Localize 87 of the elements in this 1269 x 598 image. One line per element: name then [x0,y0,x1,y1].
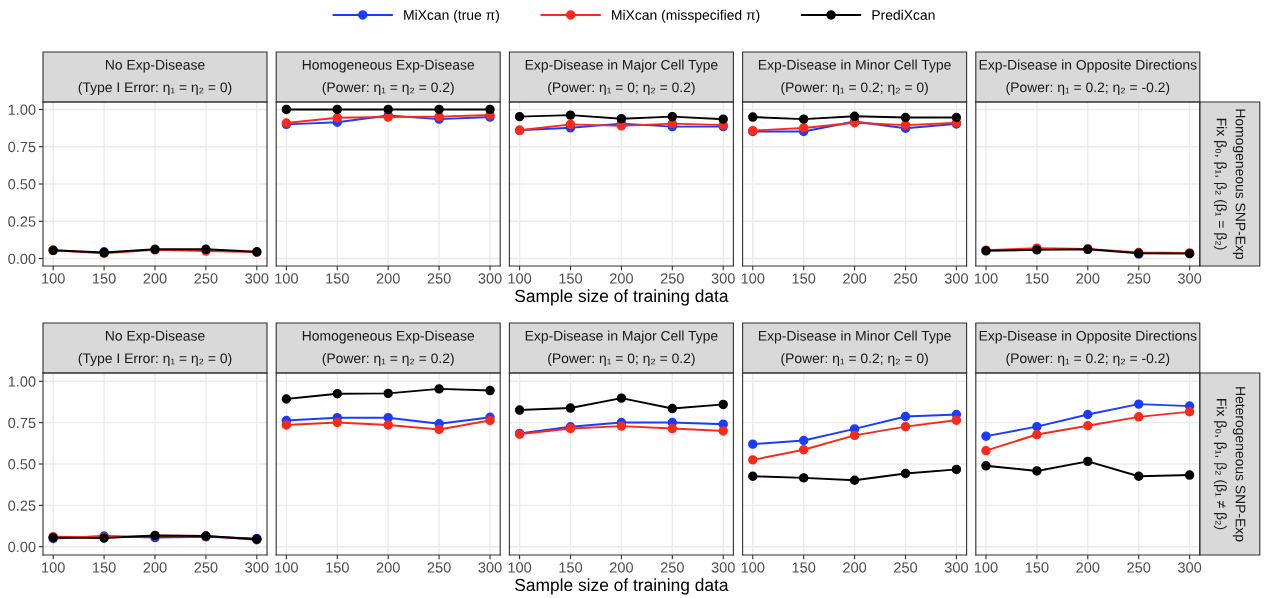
legend-label: MiXcan (true π) [404,9,499,23]
x-tick-label: 100 [974,562,998,573]
x-tick-label: 300 [944,562,969,573]
chart-subtitle: (Type I Error: η₁ = η₂ = 0) [78,82,232,95]
chart-title: Exp-Disease in Minor Cell Type [758,59,951,73]
x-tick-label: 300 [944,273,969,284]
x-tick-label: 300 [1178,562,1202,573]
x-tick-label: 150 [1025,273,1049,284]
chart-title: No Exp-Disease [105,330,205,344]
chart-title: Homogeneous Exp-Disease [302,330,475,344]
x-tick-label: 100 [275,562,298,573]
x-tick-label: 250 [894,273,918,284]
y-tick-label: 0.00 [8,253,36,264]
y-tick-label: 1.00 [8,376,36,387]
x-tick-label: 250 [894,562,918,573]
chart-title: Homogeneous Exp-Disease [302,59,475,73]
x-tick-label: 200 [376,562,400,573]
x-tick-label: 200 [843,273,867,284]
x-tick-label: 200 [843,562,867,573]
legend-label: PrediXcan [872,9,935,20]
chart-title: Exp-Disease in Opposite Directions [979,330,1197,344]
x-tick-label: 250 [194,273,218,284]
x-tick-label: 300 [711,273,735,284]
chart-title: Exp-Disease in Major Cell Type [525,330,718,344]
x-tick-label: 150 [559,562,583,573]
y-tick-label: 0.25 [8,500,36,511]
x-tick-label: 250 [1127,562,1151,573]
chart-subtitle: (Power: η₁ = 0.2; η₂ = 0) [781,353,928,366]
x-tick-label: 150 [792,562,816,573]
x-tick-label: 300 [245,562,269,573]
chart-subtitle: (Power: η₁ = 0; η₂ = 0.2) [548,353,695,366]
chart-subtitle: (Type I Error: η₁ = η₂ = 0) [78,353,232,366]
x-tick-label: 300 [1178,273,1202,284]
x-tick-label: 100 [42,562,65,573]
x-tick-label: 150 [326,273,349,284]
x-tick-label: 100 [42,273,65,284]
x-tick-label: 250 [1127,273,1151,284]
x-tick-label: 100 [741,562,765,573]
x-tick-label: 250 [660,273,684,284]
x-tick-label: 300 [711,562,735,573]
legend-label: MiXcan (misspecified π) [612,9,760,23]
x-tick-label: 150 [559,273,583,284]
chart-subtitle: (Power: η₁ = 0.2; η₂ = -0.2) [1006,82,1170,95]
x-tick-label: 200 [1076,273,1100,284]
x-tick-label: 200 [609,562,633,573]
y-tick-label: 0.00 [8,541,36,553]
x-tick-label: 150 [1025,562,1049,573]
y-tick-label: 0.50 [8,459,36,470]
y2-axis-title: Heterogeneous SNP-Exp Fix β₀, β₁, β₂ (β₁ ≠ β₂) [1213,387,1246,542]
x-tick-label: 100 [275,273,298,284]
y2-axis-title: Homogeneous SNP-Exp Fix β₀, β₁, β₂ (β₁ = β₂) [1213,109,1246,260]
x-axis-title: Sample size of training data [515,289,729,306]
x-tick-label: 200 [143,273,167,284]
x-tick-label: 100 [508,273,532,284]
chart-title: No Exp-Disease [105,59,205,73]
chart-subtitle: (Power: η₁ = η₂ = 0.2) [322,353,454,366]
x-tick-label: 150 [93,562,116,573]
x-tick-label: 150 [326,562,349,573]
y-tick-label: 0.25 [8,216,36,227]
x-tick-label: 300 [478,562,502,573]
y-tick-label: 0.50 [8,179,36,190]
x-tick-label: 200 [1076,562,1100,573]
y-tick-label: 0.75 [8,417,36,429]
chart-subtitle: (Power: η₁ = 0.2; η₂ = -0.2) [1006,353,1170,366]
x-tick-label: 150 [792,273,816,284]
chart-title: Exp-Disease in Major Cell Type [525,59,718,73]
y-tick-label: 0.75 [8,141,36,153]
x-axis-title: Sample size of training data [515,578,729,595]
x-tick-label: 250 [194,562,218,573]
chart-title: Exp-Disease in Minor Cell Type [758,330,951,344]
x-tick-label: 100 [508,562,532,573]
x-tick-label: 300 [245,273,269,284]
x-tick-label: 250 [660,562,684,573]
chart-subtitle: (Power: η₁ = 0; η₂ = 0.2) [548,82,695,95]
x-tick-label: 250 [427,562,451,573]
x-tick-label: 200 [376,273,400,284]
x-tick-label: 150 [93,273,116,284]
x-tick-label: 200 [143,562,167,573]
chart-subtitle: (Power: η₁ = η₂ = 0.2) [322,82,454,95]
chart-title: Exp-Disease in Opposite Directions [979,59,1197,73]
x-tick-label: 300 [478,273,502,284]
x-tick-label: 250 [427,273,451,284]
x-tick-label: 100 [741,273,765,284]
x-tick-label: 100 [974,273,998,284]
chart-subtitle: (Power: η₁ = 0.2; η₂ = 0) [781,82,928,95]
x-tick-label: 200 [609,273,633,284]
y-tick-label: 1.00 [8,104,36,115]
